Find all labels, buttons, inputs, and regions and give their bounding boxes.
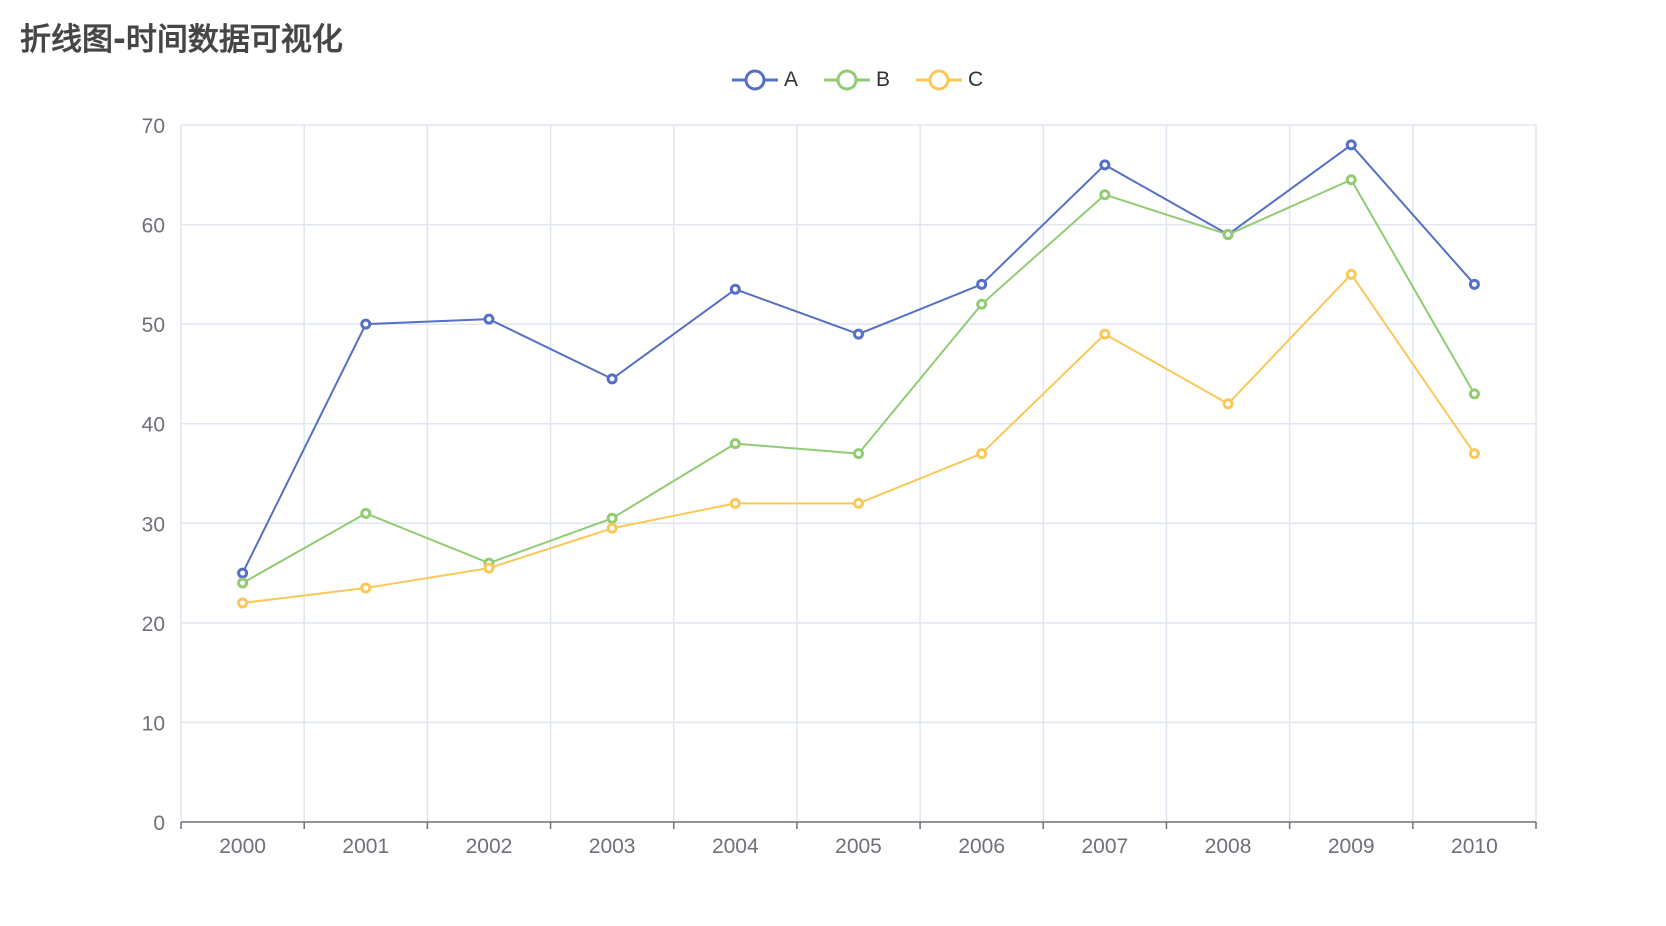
y-tick-label: 40 <box>142 414 165 437</box>
legend-item-a[interactable]: A <box>732 60 798 100</box>
data-point-b <box>1468 388 1480 400</box>
data-point-c <box>1222 398 1234 410</box>
data-point-b <box>1099 189 1111 201</box>
data-point-a <box>1099 159 1111 171</box>
data-point-a <box>360 318 372 330</box>
data-point-c <box>853 497 864 509</box>
x-tick-label: 2002 <box>466 835 513 858</box>
data-point-b <box>1222 229 1234 241</box>
data-point-b <box>237 577 249 589</box>
x-tick-label: 2006 <box>958 835 1005 858</box>
data-point-c <box>360 582 372 594</box>
legend-label-b: B <box>876 68 891 91</box>
data-point-c <box>1099 328 1111 340</box>
data-point-b <box>606 512 618 524</box>
x-tick-label: 2000 <box>219 835 266 858</box>
x-tick-label: 2005 <box>835 835 882 858</box>
y-tick-label: 70 <box>142 115 165 138</box>
y-tick-label: 0 <box>153 812 165 835</box>
x-tick-label: 2007 <box>1082 835 1129 858</box>
data-point-a <box>1468 278 1480 290</box>
x-tick-label: 2008 <box>1205 835 1252 858</box>
data-point-b <box>360 507 372 519</box>
legend-label-c: C <box>968 68 984 91</box>
x-tick-label: 2009 <box>1328 835 1375 858</box>
legend-item-c[interactable]: C <box>916 60 983 100</box>
data-point-c <box>606 522 618 534</box>
x-tick-label: 2010 <box>1451 835 1498 858</box>
legend: A B C <box>0 60 1666 100</box>
data-point-a <box>976 278 988 290</box>
data-point-c <box>729 497 741 509</box>
data-point-a <box>853 328 864 340</box>
data-point-a <box>729 283 741 295</box>
y-tick-label: 10 <box>142 712 165 735</box>
chart-title: 折线图-时间数据可视化 <box>20 22 343 58</box>
legend-marker-c-icon <box>916 69 962 91</box>
x-tick-label: 2001 <box>342 835 389 858</box>
data-point-a <box>483 313 495 325</box>
data-point-b <box>976 298 988 310</box>
y-tick-label: 30 <box>142 513 165 536</box>
data-point-a <box>237 567 249 579</box>
data-point-a <box>1345 139 1357 151</box>
legend-item-b[interactable]: B <box>824 60 890 100</box>
x-tick-label: 2004 <box>712 835 759 858</box>
y-tick-label: 20 <box>142 613 165 636</box>
y-tick-label: 50 <box>142 314 165 337</box>
legend-marker-a-icon <box>732 69 778 91</box>
data-point-c <box>1468 448 1480 460</box>
data-point-a <box>606 373 618 385</box>
y-tick-label: 60 <box>142 215 165 238</box>
data-point-b <box>729 438 741 450</box>
data-point-b <box>853 448 864 460</box>
data-point-c <box>237 597 249 609</box>
x-tick-label: 2003 <box>589 835 636 858</box>
data-point-c <box>1345 268 1357 280</box>
data-point-c <box>976 448 988 460</box>
data-point-b <box>1345 174 1357 186</box>
legend-marker-b-icon <box>824 69 870 91</box>
data-point-c <box>483 562 495 574</box>
legend-label-a: A <box>784 68 799 91</box>
